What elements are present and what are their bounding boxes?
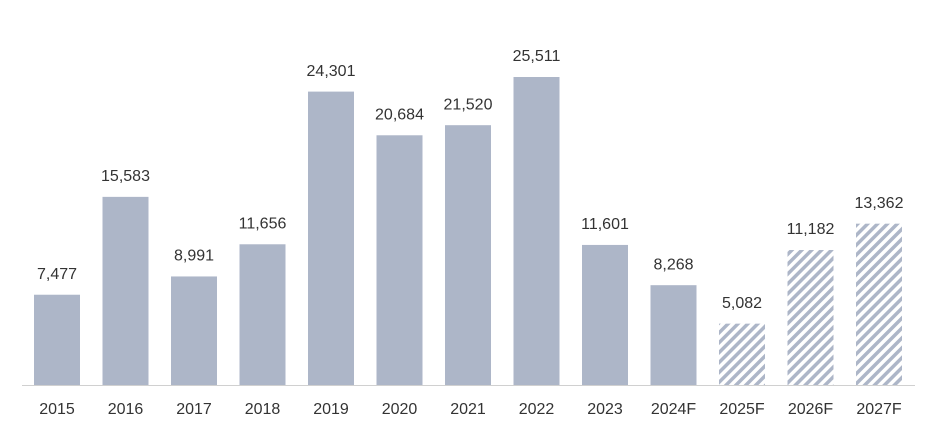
bar [650,285,697,385]
bar [513,77,560,385]
x-tick-label: 2022 [519,401,555,418]
value-label: 11,182 [787,221,835,238]
value-label: 7,477 [37,266,77,283]
value-label: 15,583 [101,168,150,185]
x-tick-label: 2023 [587,401,623,418]
x-tick-label: 2020 [382,401,418,418]
bar [171,276,217,385]
bar [787,249,834,385]
value-label: 13,362 [855,195,904,212]
value-label: 11,601 [581,216,629,233]
value-label: 21,520 [444,96,493,113]
bar [308,91,354,386]
bar [856,223,902,385]
value-label: 24,301 [307,63,356,80]
x-tick-label: 2017 [176,401,212,418]
bar [719,323,765,385]
bar [34,294,80,385]
bar [239,244,286,385]
value-label: 8,991 [174,248,214,265]
bar [376,135,423,385]
x-tick-label: 2025F [719,401,765,418]
x-tick-label: 2016 [108,401,144,418]
x-tick-label: 2021 [450,401,486,418]
value-label: 8,268 [653,256,693,273]
x-tick-label: 2015 [39,401,75,418]
x-tick-label: 2024F [651,401,697,418]
bar [582,244,628,385]
bar [445,125,491,385]
value-label: 25,511 [513,48,561,65]
x-tick-label: 2019 [313,401,349,418]
x-tick-label: 2018 [245,401,281,418]
value-label: 5,082 [722,295,762,312]
bar [102,196,149,385]
x-tick-label: 2026F [788,401,834,418]
value-label: 20,684 [375,106,424,123]
value-label: 11,656 [239,215,287,232]
x-tick-label: 2027F [856,401,902,418]
